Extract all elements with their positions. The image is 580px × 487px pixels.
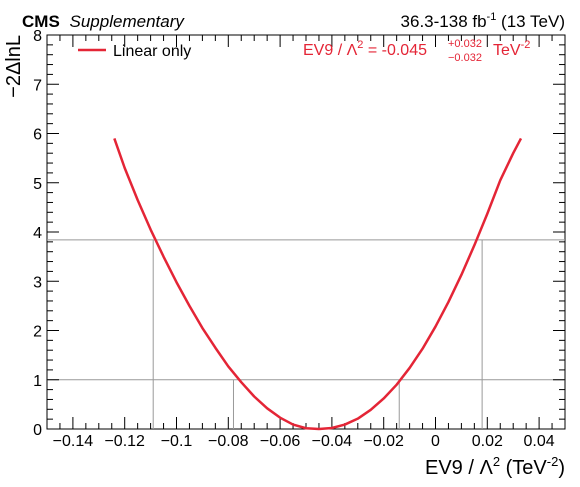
y-tick-label: 6 bbox=[33, 127, 42, 144]
series-line-linear-only bbox=[113, 137, 523, 431]
y-tick-label: 3 bbox=[33, 274, 42, 291]
x-axis-label: EV9 / Λ2 (TeV-2) bbox=[425, 454, 565, 479]
legend: Linear only bbox=[78, 43, 191, 60]
x-tick-label: −0.14 bbox=[53, 433, 94, 450]
y-tick-label: 4 bbox=[33, 225, 42, 242]
fit-result-uncertainty-down: −0.032 bbox=[448, 52, 482, 64]
x-tick-label: −0.08 bbox=[208, 433, 249, 450]
fit-result-uncertainty-up: +0.032 bbox=[448, 38, 482, 50]
fit-result-unit: TeV-2 bbox=[493, 39, 530, 59]
x-tick-label: −0.04 bbox=[312, 433, 353, 450]
reference-lines bbox=[47, 239, 565, 429]
fit-result: EV9 / Λ2 = -0.045 bbox=[303, 39, 427, 59]
y-tick-label: 2 bbox=[33, 324, 42, 341]
series-layer bbox=[113, 137, 523, 431]
x-tick-label: 0 bbox=[431, 433, 440, 450]
y-tick-label: 8 bbox=[33, 28, 42, 45]
x-tick-label: −0.12 bbox=[104, 433, 145, 450]
y-tick-label: 0 bbox=[33, 422, 42, 439]
y-tick-label: 1 bbox=[33, 373, 42, 390]
y-tick-label: 7 bbox=[33, 77, 42, 94]
x-tick-label: 0.02 bbox=[472, 433, 503, 450]
chart-header-luminosity: 36.3-138 fb-1 (13 TeV) bbox=[401, 11, 565, 31]
chart-header-experiment: CMS Supplementary bbox=[22, 12, 185, 31]
plot-frame bbox=[46, 34, 566, 430]
x-tick-labels: −0.14 −0.12 −0.1 −0.08 −0.06 −0.04 −0.02 0 0.02 0… bbox=[53, 433, 555, 450]
y-tick-label: 5 bbox=[33, 176, 42, 193]
x-tick-label: 0.04 bbox=[524, 433, 555, 450]
x-tick-label: −0.06 bbox=[260, 433, 301, 450]
x-tick-label: −0.1 bbox=[161, 433, 193, 450]
y-tick-labels: 0 1 2 3 4 5 6 7 8 bbox=[33, 28, 42, 439]
y-axis-label: −2ΔlnL bbox=[3, 35, 25, 98]
axis-ticks bbox=[46, 34, 566, 430]
legend-label-linear-only: Linear only bbox=[113, 43, 191, 60]
x-tick-label: −0.02 bbox=[363, 433, 404, 450]
